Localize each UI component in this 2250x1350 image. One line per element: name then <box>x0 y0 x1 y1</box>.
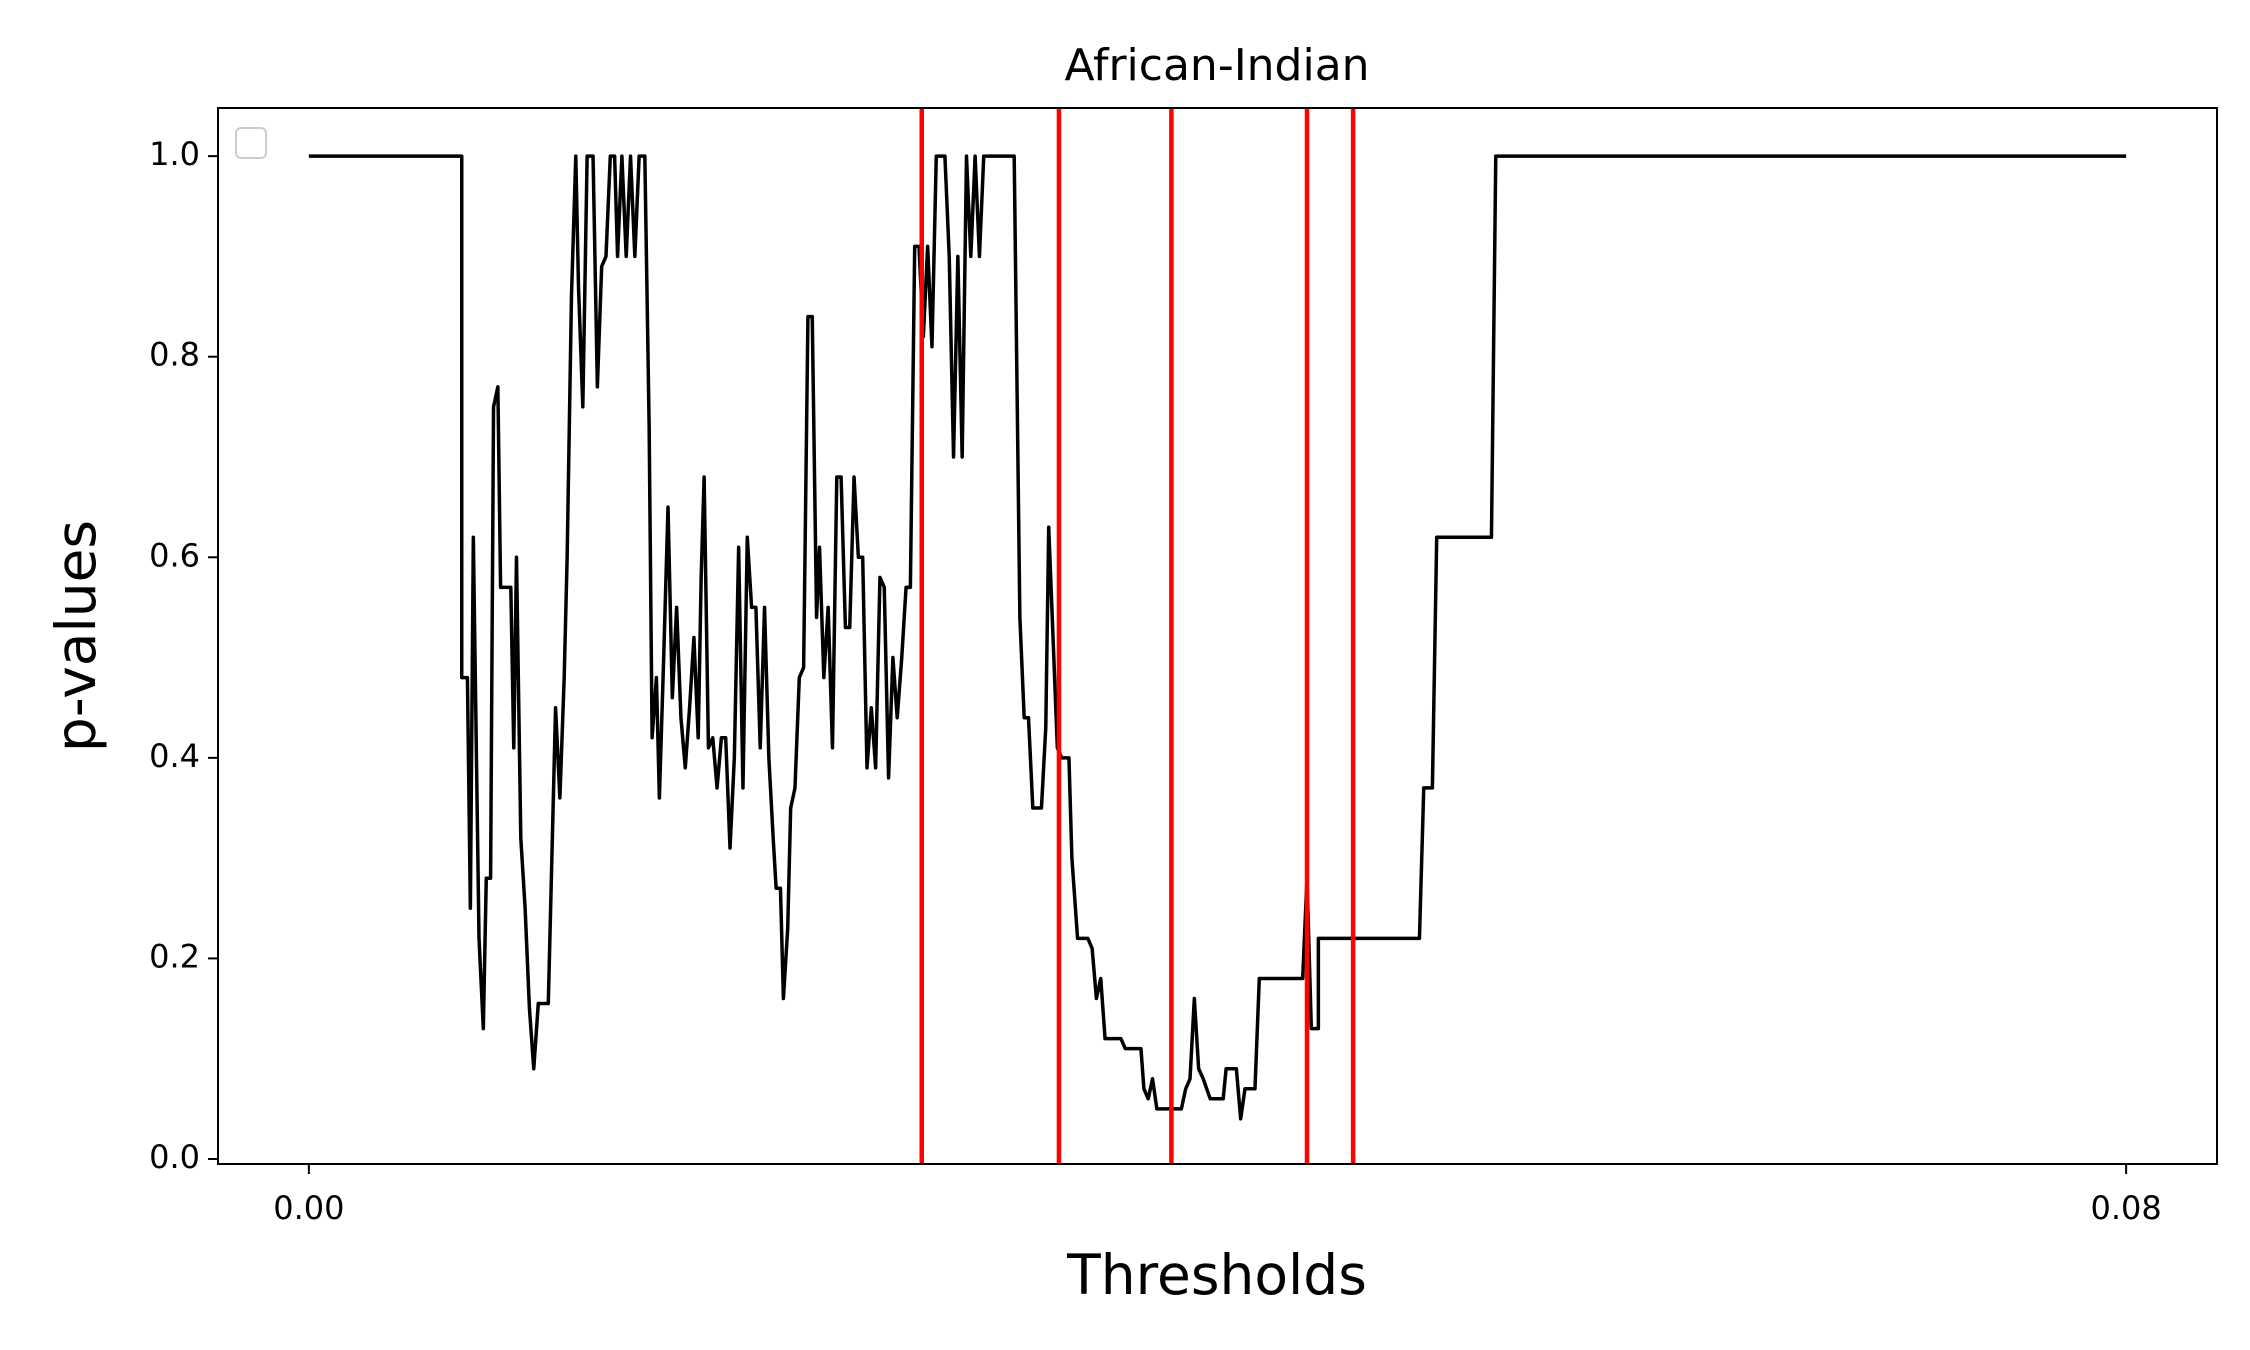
y-tick-label: 0.8 <box>149 336 200 374</box>
data-line <box>308 154 2127 1121</box>
y-tick-label: 1.0 <box>149 135 200 173</box>
y-tick-label: 0.2 <box>149 937 200 975</box>
x-axis-label: Thresholds <box>1066 1243 1367 1307</box>
plot-frame <box>217 107 2218 1165</box>
legend-box <box>235 127 267 159</box>
x-tick-label: 0.00 <box>273 1189 344 1227</box>
chart-title: African-Indian <box>1064 40 1369 91</box>
y-tick-label: 0.4 <box>149 737 200 775</box>
y-tick-label: 0.6 <box>149 536 200 574</box>
y-axis-label: p-values <box>44 520 108 752</box>
y-tick-label: 0.0 <box>149 1138 200 1176</box>
x-tick-label: 0.08 <box>2091 1189 2162 1227</box>
